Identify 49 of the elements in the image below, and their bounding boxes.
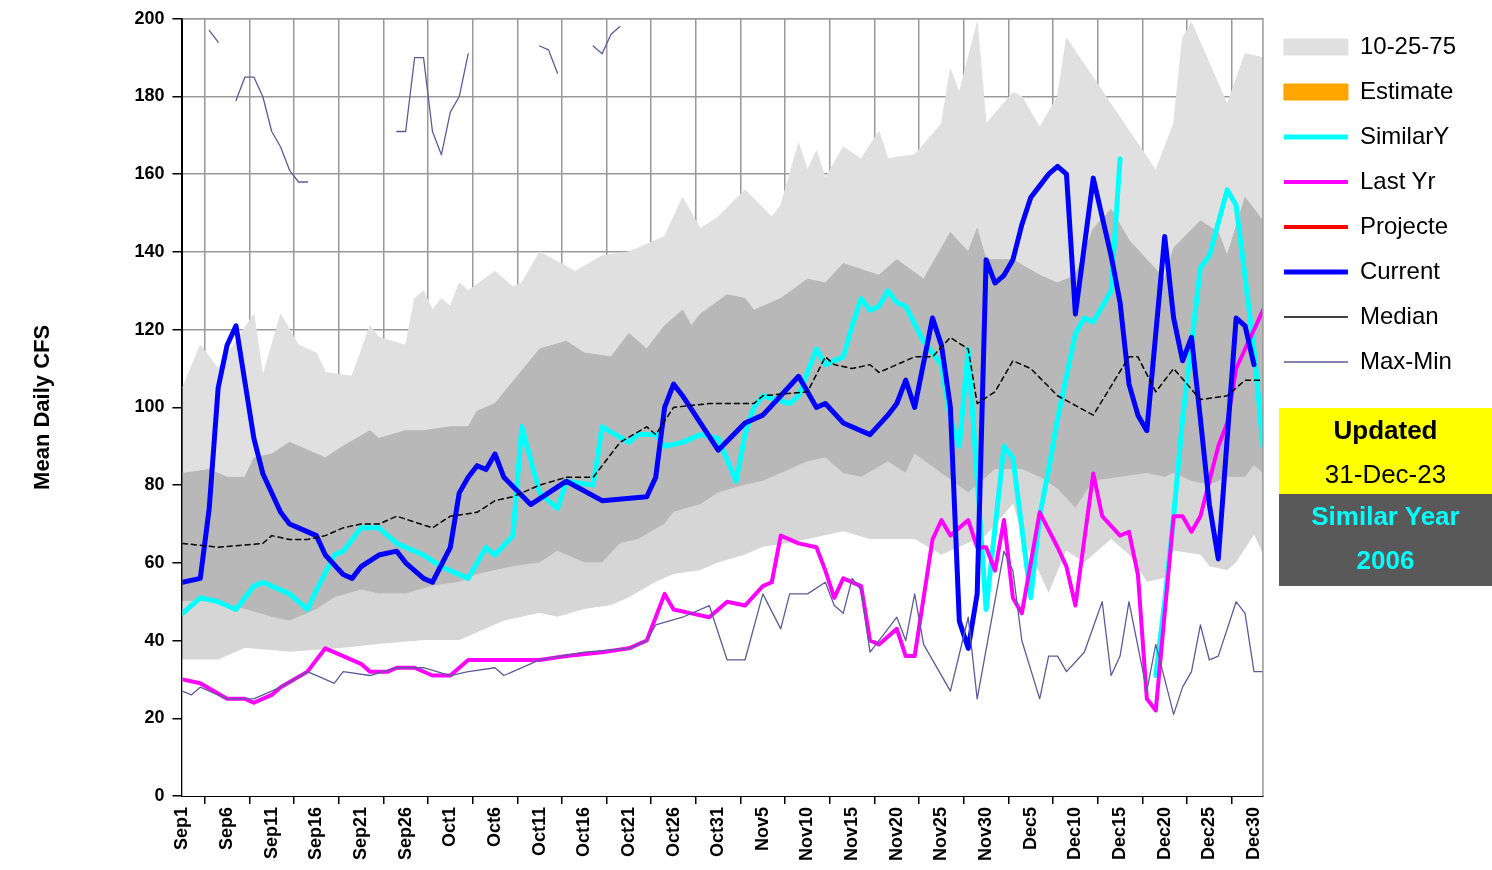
y-tick-label: 0 — [154, 784, 165, 805]
y-tick-label: 100 — [134, 396, 165, 417]
x-tick-label: Dec5 — [1019, 806, 1040, 850]
y-tick-label: 200 — [134, 7, 165, 28]
legend-label: SimilarY — [1359, 121, 1450, 149]
legend-label: 10-25-75 — [1359, 31, 1457, 59]
x-tick-label: Sep16 — [305, 806, 326, 861]
x-tick-label: Nov15 — [841, 806, 862, 861]
x-tick-label: Dec10 — [1064, 806, 1085, 861]
x-tick-label: Dec15 — [1109, 806, 1130, 861]
x-tick-label: Dec20 — [1153, 806, 1174, 861]
x-tick-label: Nov20 — [885, 806, 906, 861]
x-tick-label: Nov5 — [751, 806, 772, 851]
x-tick-label: Sep26 — [394, 806, 415, 861]
y-tick-label: 160 — [134, 163, 165, 184]
x-tick-label: Sep1 — [171, 806, 192, 850]
x-tick-label: Sep21 — [350, 806, 370, 861]
x-tick-label: Oct1 — [439, 806, 460, 847]
y-axis-title: Mean Daily CFS — [29, 324, 55, 490]
x-tick-label: Dec25 — [1198, 806, 1219, 861]
x-tick-label: Nov25 — [930, 806, 951, 861]
y-tick-label: 40 — [144, 629, 165, 650]
x-tick-label: Oct11 — [528, 806, 549, 857]
y-tick-label: 140 — [134, 240, 165, 261]
text: Similar Year — [1310, 500, 1461, 533]
text: Updated — [1332, 414, 1439, 447]
y-tick-label: 120 — [134, 318, 165, 339]
y-tick-label: 60 — [144, 551, 165, 572]
x-tick-label: Oct31 — [707, 806, 728, 857]
legend-label: Median — [1359, 301, 1439, 329]
y-tick-label: 20 — [144, 707, 165, 728]
text: 2006 — [1355, 544, 1416, 577]
x-tick-label: Dec30 — [1242, 806, 1263, 861]
x-tick-label: Oct26 — [662, 806, 683, 857]
legend-label: Projecte — [1359, 211, 1448, 239]
y-tick-label: 80 — [144, 474, 165, 495]
x-tick-label: Sep11 — [260, 806, 281, 860]
x-tick-label: Oct6 — [483, 806, 504, 847]
legend-label: Max-Min — [1359, 346, 1452, 374]
y-tick-label: 180 — [134, 85, 165, 106]
x-tick-label: Nov10 — [796, 806, 817, 861]
legend-label: Last Yr — [1359, 166, 1436, 194]
x-tick-label: Oct21 — [617, 806, 638, 857]
x-tick-label: Nov30 — [975, 806, 996, 861]
legend-label: Current — [1359, 256, 1441, 284]
text: 31-Dec-23 — [1323, 458, 1448, 491]
legend-label: Estimate — [1359, 76, 1454, 104]
x-tick-label: Oct16 — [573, 806, 594, 857]
x-tick-label: Sep6 — [216, 806, 237, 850]
